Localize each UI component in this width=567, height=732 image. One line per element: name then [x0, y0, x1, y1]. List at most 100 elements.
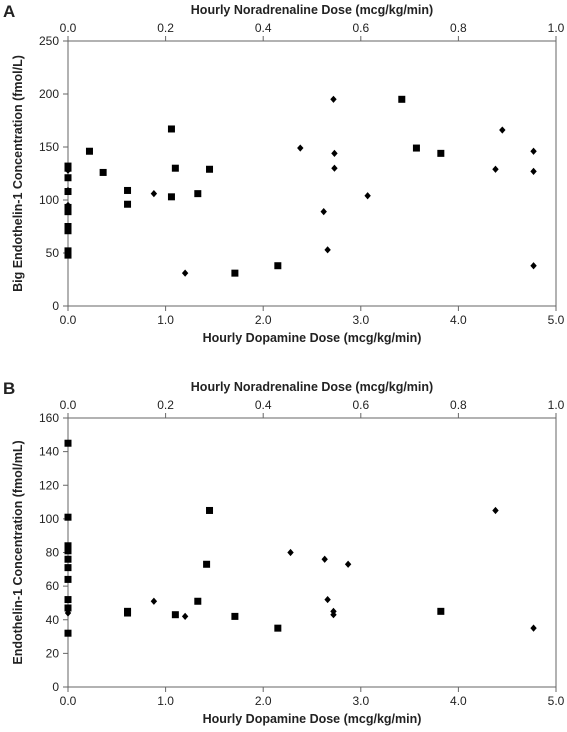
diamond-point — [287, 548, 294, 557]
x-axis-title: Hourly Dopamine Dose (mcg/kg/min) — [203, 331, 422, 345]
diamond-point — [330, 611, 337, 619]
x-tick-label: 0.0 — [60, 694, 77, 708]
panel-letter: B — [3, 379, 15, 398]
square-point — [203, 560, 211, 568]
x2-tick-label: 0.6 — [352, 398, 369, 412]
y-tick-label: 0 — [52, 680, 59, 694]
y-tick-label: 100 — [39, 193, 59, 207]
square-point — [64, 564, 72, 572]
diamond-point — [499, 126, 506, 134]
x-tick-label: 5.0 — [548, 313, 565, 327]
x2-tick-label: 0.2 — [157, 398, 174, 412]
square-point — [64, 439, 72, 447]
square-series — [64, 439, 445, 637]
diamond-point — [150, 190, 158, 198]
square-point — [64, 575, 72, 583]
square-point — [412, 144, 420, 152]
x2-tick-label: 1.0 — [548, 398, 565, 412]
y-tick-label: 40 — [46, 613, 60, 627]
x2-tick-label: 0.8 — [450, 398, 467, 412]
diamond-point — [331, 149, 338, 157]
y-axis-title: Endothelin-1 Concentration (fmol/mL) — [11, 440, 25, 664]
diamond-point — [321, 555, 328, 563]
square-point — [167, 125, 175, 133]
square-point — [99, 168, 107, 176]
square-series — [64, 95, 445, 277]
diamond-point — [64, 609, 72, 617]
y-tick-label: 0 — [52, 299, 59, 313]
y-tick-label: 80 — [46, 546, 60, 560]
diamond-point — [530, 147, 537, 155]
diamond-point — [530, 167, 537, 175]
diamond-point — [181, 269, 189, 277]
square-point — [167, 193, 175, 201]
square-point — [85, 147, 93, 155]
x-tick-label: 2.0 — [255, 694, 272, 708]
square-point — [64, 174, 72, 182]
diamond-point — [530, 624, 537, 632]
diamond-point — [320, 208, 327, 216]
square-point — [124, 200, 132, 208]
diamond-point — [297, 144, 304, 152]
x2-tick-label: 1.0 — [548, 21, 565, 35]
y-tick-label: 60 — [46, 579, 60, 593]
diamond-series — [64, 95, 537, 277]
y-tick-label: 200 — [39, 87, 59, 101]
x2-tick-label: 0.2 — [157, 21, 174, 35]
y-axis-title: Big Endothelin-1 Concentration (fmol/L) — [11, 55, 25, 292]
panel-letter: A — [3, 2, 15, 21]
square-point — [206, 165, 214, 173]
plot-frame — [67, 417, 557, 688]
y-tick-label: 140 — [39, 445, 59, 459]
y-tick-label: 100 — [39, 512, 59, 526]
y-tick-label: 250 — [39, 34, 59, 48]
x-tick-label: 2.0 — [255, 313, 272, 327]
diamond-point — [181, 612, 189, 620]
square-point — [64, 629, 72, 637]
square-point — [64, 604, 72, 612]
square-point — [64, 513, 72, 521]
x2-tick-label: 0.6 — [352, 21, 369, 35]
x2-tick-label: 0.8 — [450, 21, 467, 35]
diamond-series — [64, 506, 537, 632]
diamond-point — [492, 165, 499, 173]
square-point — [206, 506, 214, 514]
square-point — [231, 612, 239, 620]
square-point — [64, 227, 72, 235]
square-point — [194, 190, 202, 198]
x2-tick-label: 0.0 — [60, 398, 77, 412]
square-point — [124, 609, 132, 617]
square-point — [398, 95, 406, 103]
diamond-point — [64, 166, 72, 174]
y-tick-label: 50 — [46, 246, 60, 260]
x-tick-label: 3.0 — [352, 694, 369, 708]
square-point — [64, 542, 72, 550]
diamond-point — [331, 164, 338, 172]
x2-axis-title: Hourly Noradrenaline Dose (mcg/kg/min) — [191, 380, 433, 394]
y-tick-label: 150 — [39, 140, 59, 154]
square-point — [64, 223, 72, 230]
plot-frame — [67, 40, 557, 307]
diamond-point — [330, 95, 337, 103]
x-tick-label: 1.0 — [157, 313, 174, 327]
x2-tick-label: 0.4 — [255, 21, 272, 35]
x2-tick-label: 0.0 — [60, 21, 77, 35]
square-point — [64, 208, 72, 216]
square-point — [171, 611, 179, 619]
diamond-point — [344, 560, 352, 568]
square-point — [274, 262, 282, 270]
x-tick-label: 1.0 — [157, 694, 174, 708]
panel-b: B 0.0 1.0 2.0 3.0 4.0 5.0 0.0 0.2 0.4 0.6 0.8 1.0 0 20… — [3, 379, 565, 726]
square-point — [64, 547, 72, 555]
panel-a: A 0.0 1.0 2.0 3.0 4.0 5.0 0.0 0.2 0.4 0.6 0.8 1.0 0 50… — [3, 2, 565, 345]
square-point — [231, 269, 239, 277]
y-tick-label: 20 — [46, 646, 60, 660]
diamond-point — [150, 597, 158, 605]
square-point — [64, 247, 72, 255]
square-point — [64, 555, 72, 563]
square-point — [64, 251, 72, 259]
square-point — [437, 607, 445, 615]
diamond-point — [64, 201, 72, 209]
diamond-point — [64, 186, 72, 195]
